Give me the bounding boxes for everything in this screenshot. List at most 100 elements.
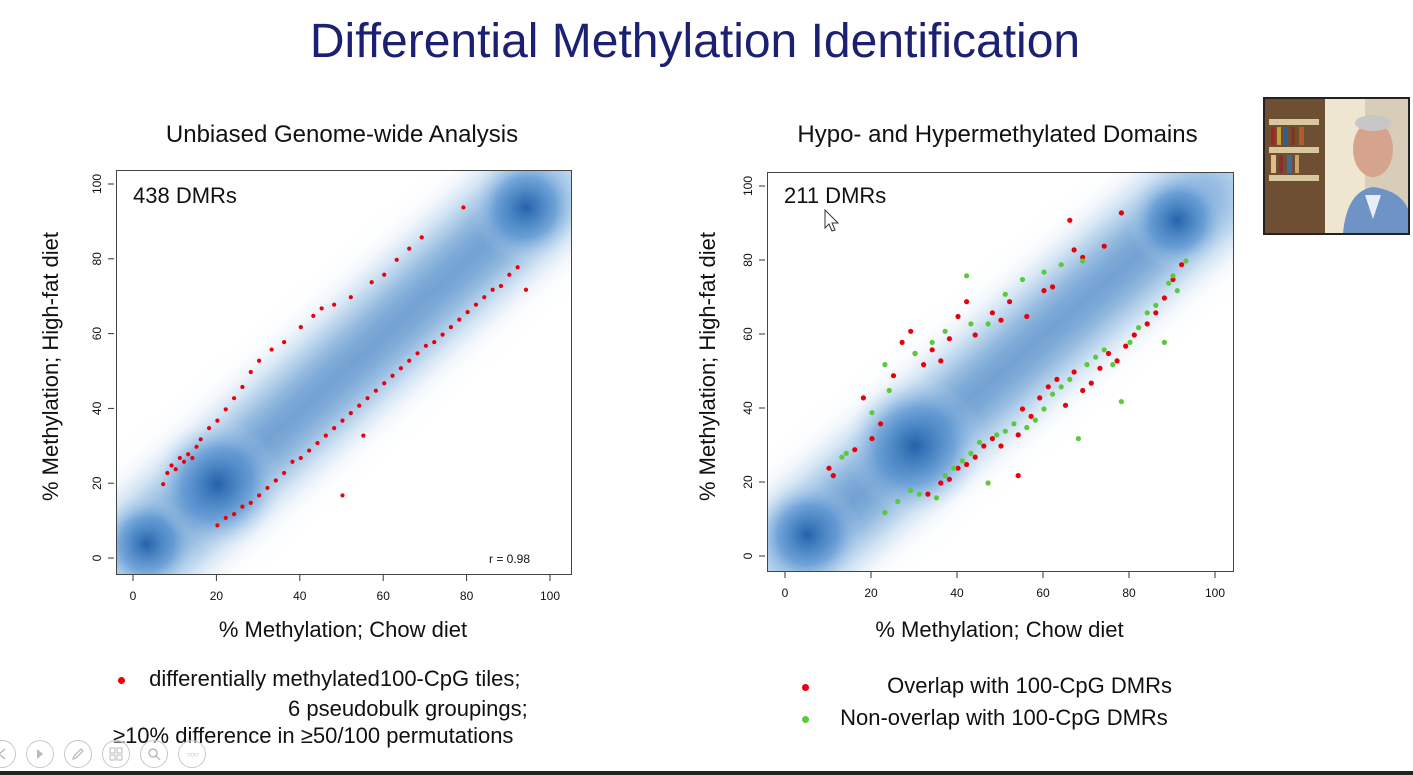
data-point bbox=[1019, 276, 1026, 283]
data-point bbox=[1075, 436, 1081, 442]
data-point bbox=[959, 458, 965, 464]
data-point bbox=[257, 493, 262, 498]
data-point bbox=[1080, 258, 1086, 264]
data-point bbox=[498, 283, 504, 289]
data-point bbox=[319, 306, 324, 311]
data-point bbox=[415, 351, 420, 356]
bottom-border bbox=[0, 771, 1413, 775]
more-options-button[interactable]: ○○○ bbox=[178, 740, 206, 768]
data-point bbox=[173, 467, 178, 472]
data-point bbox=[1153, 302, 1159, 308]
right-plot-svg bbox=[768, 173, 1233, 571]
data-point bbox=[407, 246, 412, 251]
left-scatter-plot: 438 DMRs r = 0.98 bbox=[116, 170, 572, 575]
left-dmr-count: 438 DMRs bbox=[127, 181, 243, 211]
slides-grid-icon bbox=[109, 747, 123, 761]
data-point bbox=[1050, 391, 1056, 397]
x-tick-label: 100 bbox=[540, 589, 560, 603]
data-point bbox=[365, 396, 370, 401]
x-tick-label: 20 bbox=[210, 589, 224, 603]
data-point bbox=[964, 461, 970, 468]
data-point bbox=[465, 310, 470, 315]
data-point bbox=[340, 493, 345, 498]
x-tick-label: 0 bbox=[782, 586, 789, 600]
zoom-button[interactable] bbox=[140, 740, 168, 768]
data-point bbox=[490, 287, 495, 292]
red-bullet-icon bbox=[118, 676, 125, 684]
data-point bbox=[968, 321, 974, 327]
data-point bbox=[968, 450, 974, 456]
data-point bbox=[1050, 284, 1056, 290]
previous-slide-button[interactable] bbox=[0, 740, 16, 768]
data-point bbox=[473, 302, 479, 307]
data-point bbox=[1093, 354, 1099, 360]
y-tick-label: 0 bbox=[741, 552, 755, 559]
data-point bbox=[1080, 254, 1086, 260]
data-point bbox=[357, 403, 362, 408]
data-point bbox=[282, 470, 287, 476]
x-tick-label: 60 bbox=[377, 589, 391, 603]
data-point bbox=[419, 235, 424, 240]
data-point bbox=[946, 476, 952, 482]
data-point bbox=[1080, 387, 1086, 394]
data-point bbox=[1118, 210, 1124, 216]
y-tick-label: 40 bbox=[741, 401, 755, 415]
data-point bbox=[1101, 243, 1107, 249]
next-icon bbox=[37, 749, 43, 759]
x-tick-label: 20 bbox=[864, 586, 878, 600]
y-tick-label: 60 bbox=[741, 327, 755, 341]
presentation-toolbar: ○○○ bbox=[0, 736, 206, 772]
data-point bbox=[282, 339, 287, 345]
data-point bbox=[448, 325, 454, 330]
data-point bbox=[1041, 269, 1047, 275]
data-point bbox=[1067, 217, 1073, 223]
data-point bbox=[265, 485, 270, 491]
left-x-axis-label: % Methylation; Chow diet bbox=[218, 617, 468, 642]
data-point bbox=[1166, 280, 1172, 286]
data-point bbox=[1170, 276, 1176, 283]
data-point bbox=[933, 495, 940, 501]
data-point bbox=[240, 504, 245, 509]
pen-tool-button[interactable] bbox=[64, 740, 92, 768]
previous-icon bbox=[0, 748, 6, 760]
y-tick-label: 20 bbox=[90, 476, 104, 490]
data-point bbox=[1015, 473, 1021, 479]
presenter-webcam[interactable] bbox=[1263, 97, 1410, 235]
data-point bbox=[989, 436, 995, 442]
left-axes: 0 20 40 60 80 100 0 20 40 60 80 100 bbox=[90, 174, 560, 603]
data-point bbox=[869, 436, 875, 442]
data-point bbox=[1179, 262, 1185, 268]
x-tick-label: 80 bbox=[460, 589, 474, 603]
data-point bbox=[860, 395, 866, 401]
data-point bbox=[273, 478, 278, 483]
data-point bbox=[981, 443, 987, 449]
data-point bbox=[929, 339, 935, 345]
x-tick-label: 100 bbox=[1205, 586, 1225, 600]
data-point bbox=[1110, 362, 1116, 368]
data-point bbox=[955, 465, 961, 471]
y-tick-label: 20 bbox=[741, 475, 755, 489]
data-point bbox=[899, 339, 905, 345]
nonoverlap-legend: Non-overlap with 100-CpG DMRs bbox=[802, 705, 1168, 731]
next-slide-button[interactable] bbox=[26, 740, 54, 768]
data-point bbox=[998, 317, 1004, 323]
data-point bbox=[1037, 395, 1043, 401]
data-point bbox=[1041, 406, 1047, 412]
red-bullet-icon bbox=[802, 683, 809, 691]
right-x-axis-label: % Methylation; Chow diet bbox=[875, 617, 1124, 642]
data-point bbox=[1002, 291, 1008, 297]
data-point bbox=[1058, 384, 1064, 390]
data-point bbox=[348, 411, 353, 416]
data-point bbox=[1062, 402, 1069, 408]
data-point bbox=[985, 321, 991, 327]
data-point bbox=[461, 205, 466, 210]
data-point bbox=[908, 328, 914, 334]
data-point bbox=[1101, 347, 1107, 353]
see-all-slides-button[interactable] bbox=[102, 740, 130, 768]
data-point bbox=[231, 512, 237, 517]
x-tick-label: 40 bbox=[293, 589, 307, 603]
data-point bbox=[1015, 432, 1021, 438]
y-tick-label: 0 bbox=[90, 554, 104, 561]
data-point bbox=[882, 510, 888, 516]
slide-title: Differential Methylation Identification bbox=[309, 15, 1081, 68]
